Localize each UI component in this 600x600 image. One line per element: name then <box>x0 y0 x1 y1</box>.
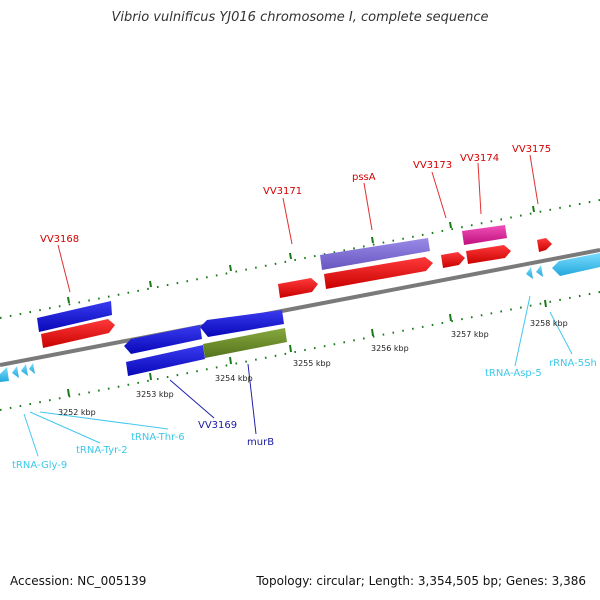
rna-label-rrna-5sh[interactable]: rRNA-5Sh <box>549 358 597 369</box>
gene-vv3175-red[interactable] <box>537 238 552 252</box>
kbp-label: 3255 kbp <box>293 359 331 368</box>
gene-murB-olive[interactable] <box>203 328 287 358</box>
trna-left-arrow-a[interactable] <box>0 367 9 382</box>
blue-leader-lines <box>169 363 257 435</box>
rna-label-trna-thr-6[interactable]: tRNA-Thr-6 <box>131 432 185 443</box>
topology-summary-text: Topology: circular; Length: 3,354,505 bp… <box>256 574 586 588</box>
kbp-label: 3253 kbp <box>136 390 174 399</box>
gene-pssA-purple[interactable] <box>320 238 430 270</box>
upper-major-ticks <box>67 205 535 304</box>
kbp-label: 3252 kbp <box>58 408 96 417</box>
upper-scale-line <box>0 199 600 319</box>
gene-label-pssA[interactable]: pssA <box>352 172 376 183</box>
accession-text: Accession: NC_005139 <box>10 574 147 588</box>
chromosome-backbone <box>0 248 600 367</box>
gene-pssA-red[interactable] <box>324 257 433 289</box>
gene-vv3171-red[interactable] <box>278 278 318 298</box>
rna-label-trna-tyr-2[interactable]: tRNA-Tyr-2 <box>76 445 128 456</box>
gene-label-vv3171[interactable]: VV3171 <box>263 186 302 197</box>
trna-asp-5-arrow-b[interactable] <box>536 265 543 277</box>
cyan-leader-lines <box>23 295 573 457</box>
rna-label-trna-asp-5[interactable]: tRNA-Asp-5 <box>485 368 542 379</box>
trna-left-arrow-d[interactable] <box>29 363 35 374</box>
gene-vv3174-magenta[interactable] <box>462 225 507 245</box>
gene-blue-right[interactable] <box>200 310 284 337</box>
gene-vv3169-blue-lower[interactable] <box>126 345 205 376</box>
gene-vv3168-blue[interactable] <box>37 301 112 332</box>
kbp-label: 3258 kbp <box>530 319 568 328</box>
trna-left-arrow-c[interactable] <box>21 364 28 376</box>
gene-label-vv3168[interactable]: VV3168 <box>40 234 79 245</box>
gene-vv3173-red[interactable] <box>441 252 465 268</box>
lower-major-ticks <box>67 299 547 397</box>
rna-label-trna-gly-9[interactable]: tRNA-Gly-9 <box>12 460 67 471</box>
gene-label-vv3173[interactable]: VV3173 <box>413 160 452 171</box>
gene-label-vv3174[interactable]: VV3174 <box>460 153 499 164</box>
kbp-label: 3254 kbp <box>215 374 253 383</box>
trna-left-arrow-b[interactable] <box>12 366 19 378</box>
trna-asp-5-arrow-a[interactable] <box>526 267 533 279</box>
gene-label-vv3169[interactable]: VV3169 <box>198 420 237 431</box>
gene-label-vv3175[interactable]: VV3175 <box>512 144 551 155</box>
red-leader-lines <box>57 154 539 293</box>
kbp-label: 3257 kbp <box>451 330 489 339</box>
rrna-5sh-cyan[interactable] <box>552 253 600 276</box>
kbp-label: 3256 kbp <box>371 344 409 353</box>
gene-vv3169-blue-upper[interactable] <box>124 325 202 354</box>
gene-label-murB[interactable]: murB <box>247 437 274 448</box>
gene-vv3174-red[interactable] <box>466 245 511 264</box>
map-title: Vibrio vulnificus YJ016 chromosome I, co… <box>111 10 489 25</box>
gene-vv3168-red[interactable] <box>41 319 115 348</box>
